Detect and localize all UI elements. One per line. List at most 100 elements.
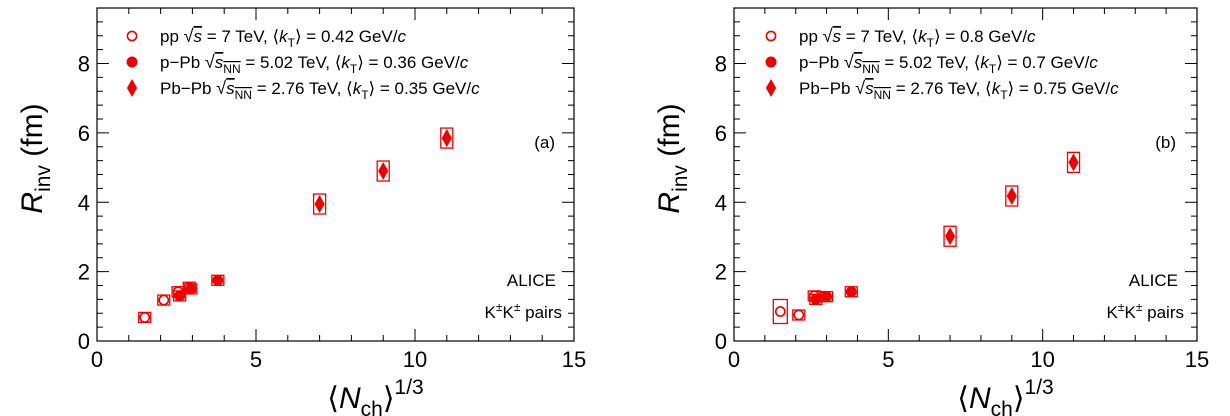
pairs-charge: ±: [496, 300, 503, 314]
legend-unit-c: c: [1110, 79, 1119, 98]
y-tick-label: 2: [78, 260, 90, 285]
pairs-charge: ±: [1118, 300, 1125, 314]
pairs-charge: ±: [1136, 300, 1143, 314]
legend-kt-symbol: k: [918, 27, 928, 46]
x-tick-label: 15: [1185, 347, 1209, 372]
legend-energy-value: = 7 TeV, ⟨: [202, 27, 279, 46]
data-point-open-circle: [158, 294, 170, 306]
x-axis-title-sub: ch: [991, 398, 1013, 416]
legend-kt-symbol: k: [353, 79, 363, 98]
y-tick-label: 4: [78, 190, 90, 215]
legend-label: pp √s = 7 TeV, ⟨kT⟩ = 0.8 GeV/c: [799, 26, 1036, 50]
legend-kt-sub: T: [350, 62, 358, 76]
legend-kt-value: ⟩ = 0.42 GeV/: [295, 27, 398, 46]
data-point-diamond: [441, 129, 452, 148]
y-tick-label: 6: [715, 121, 727, 146]
y-tick-label: 8: [78, 52, 90, 77]
legend-energy-symbol: s: [833, 27, 842, 46]
pairs-k: K: [1124, 303, 1136, 322]
pairs-k: K: [502, 303, 514, 322]
data-point-diamond: [314, 194, 325, 214]
y-axis-title: Rinv (fm): [653, 103, 692, 213]
x-axis-title-bracket-close: ⟩: [383, 382, 395, 415]
data-point-diamond: [765, 78, 777, 98]
data-point-open-circle: [139, 312, 151, 323]
pairs-text: pairs: [1142, 303, 1184, 322]
legend-energy-value: = 2.76 TeV, ⟨: [252, 79, 353, 98]
x-axis-title: ⟨Nch⟩1/3: [327, 376, 424, 416]
legend-entry: pp √s = 7 TeV, ⟨kT⟩ = 0.8 GeV/c: [765, 26, 1036, 50]
x-axis-title: ⟨Nch⟩1/3: [957, 376, 1054, 416]
pairs-k: K: [1107, 303, 1119, 322]
series-filled-diamond: [312, 127, 454, 215]
x-axis-title-bracket: ⟨: [327, 382, 339, 415]
legend-system: p−Pb: [799, 53, 844, 72]
x-axis-title-sub: ch: [361, 398, 383, 416]
legend-system: Pb−Pb: [799, 79, 855, 98]
y-tick-label: 2: [715, 260, 727, 285]
y-tick-label: 4: [715, 190, 727, 215]
systematic-error-box: [440, 127, 454, 149]
x-axis-title-symbol: N: [339, 382, 361, 415]
legend-kt-symbol: k: [992, 79, 1002, 98]
data-point-filled-circle: [845, 286, 857, 298]
series-filled-diamond: [943, 151, 1081, 247]
legend-sqrt-sign: √: [216, 78, 226, 98]
legend-label: Pb−Pb √sNN = 2.76 TeV, ⟨kT⟩ = 0.35 GeV/c: [160, 78, 480, 102]
systematic-error-box: [943, 225, 957, 247]
alice-label: ALICE: [507, 271, 556, 290]
x-axis-title-sup: 1/3: [395, 376, 424, 399]
legend-label: Pb−Pb √sNN = 2.76 TeV, ⟨kT⟩ = 0.75 GeV/c: [799, 78, 1119, 102]
legend-label: pp √s = 7 TeV, ⟨kT⟩ = 0.42 GeV/c: [160, 26, 407, 50]
legend-kt-sub: T: [288, 36, 296, 50]
data-point-diamond: [944, 227, 956, 246]
data-point-filled-circle: [212, 274, 224, 286]
legend-kt-sub: T: [361, 88, 369, 102]
legend-system: p−Pb: [160, 53, 205, 72]
legend-system: Pb−Pb: [160, 79, 216, 98]
x-tick-label: 10: [403, 347, 427, 372]
y-axis-title-symbol: R: [16, 192, 49, 214]
legend-kt-sub: T: [1000, 88, 1008, 102]
series-filled-circle: [809, 286, 858, 306]
legend-label: p−Pb √sNN = 5.02 TeV, ⟨kT⟩ = 0.7 GeV/c: [799, 52, 1098, 76]
data-point-filled-circle: [821, 291, 833, 303]
pairs-k: K: [485, 303, 497, 322]
data-point-open-circle: [793, 309, 805, 321]
legend-energy-value: = 5.02 TeV, ⟨: [241, 53, 342, 72]
legend-energy-sub: NN: [862, 62, 879, 76]
legend-kt-value: ⟩ = 0.75 GeV/: [1008, 79, 1111, 98]
data-point-filled-circle: [810, 293, 822, 305]
legend-energy-symbol: s: [194, 27, 203, 46]
legend-energy-value: = 7 TeV, ⟨: [841, 27, 918, 46]
legend-energy-symbol: s: [854, 53, 863, 72]
data-point-open-circle: [765, 30, 777, 42]
legend-kt-symbol: k: [341, 53, 351, 72]
legend-sqrt-sign: √: [205, 52, 215, 72]
y-axis-title: Rinv (fm): [16, 103, 55, 213]
legend-sqrt-sign: √: [823, 26, 833, 46]
legend-system: pp: [160, 27, 184, 46]
legend-entry: p−Pb √sNN = 5.02 TeV, ⟨kT⟩ = 0.7 GeV/c: [765, 52, 1098, 76]
legend-unit-c: c: [1089, 53, 1098, 72]
legend-energy-value: = 5.02 TeV, ⟨: [880, 53, 981, 72]
systematic-error-box: [376, 160, 390, 182]
data-point-open-circle: [126, 30, 138, 42]
legend-unit-c: c: [460, 53, 469, 72]
panel-label: (a): [534, 133, 555, 152]
legend-energy-sub: NN: [235, 88, 252, 102]
legend-unit-c: c: [471, 79, 480, 98]
data-point-diamond: [126, 78, 138, 98]
systematic-error-box: [312, 193, 327, 215]
legend-kt-value: ⟩ = 0.7 GeV/: [996, 53, 1089, 72]
data-point-open-circle: [774, 306, 786, 317]
legend-energy-sub: NN: [223, 62, 240, 76]
y-axis-title-unit: (fm): [16, 103, 49, 165]
legend-kt-symbol: k: [279, 27, 289, 46]
pairs-label: K±K± pairs: [485, 300, 562, 322]
y-axis-title-symbol: R: [653, 192, 686, 214]
legend-kt-sub: T: [927, 36, 935, 50]
legend-kt-value: ⟩ = 0.8 GeV/: [934, 27, 1027, 46]
